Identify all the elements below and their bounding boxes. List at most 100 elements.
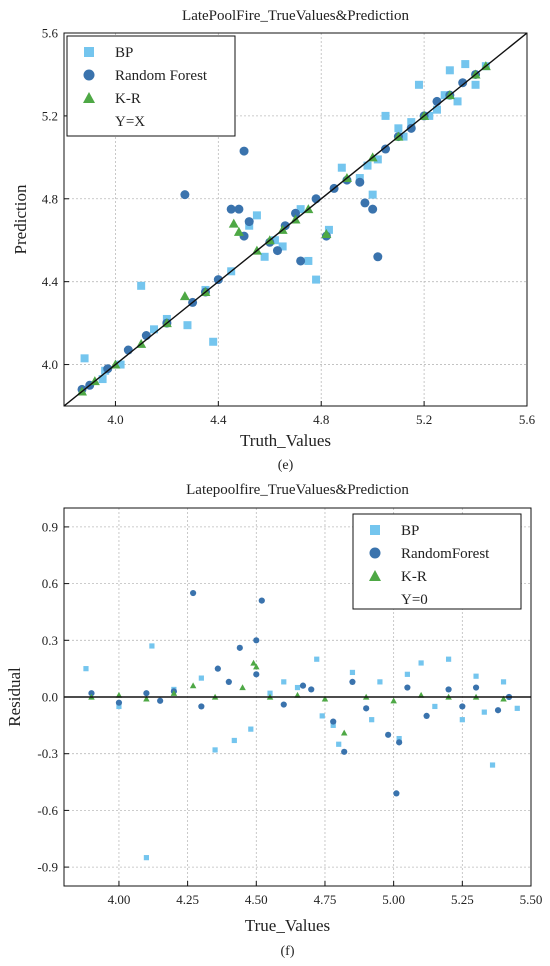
data-point-bp xyxy=(312,275,321,284)
chart-f-x-axis-label: True_Values xyxy=(245,916,330,935)
chart-e-y-axis-label: Prediction xyxy=(11,184,30,254)
data-point-bp xyxy=(116,703,122,710)
data-point-bp xyxy=(80,354,89,363)
data-point-k-r xyxy=(115,691,123,698)
data-point-random-forest xyxy=(272,246,282,256)
data-point-k-r xyxy=(321,229,332,239)
data-point-k-r xyxy=(233,226,244,236)
data-point-random-forest xyxy=(226,204,236,214)
data-point-bp xyxy=(149,643,155,649)
data-point-bp xyxy=(363,161,372,170)
data-point-bp xyxy=(231,737,237,744)
data-point-bp xyxy=(440,91,449,100)
data-point-bp xyxy=(381,111,390,120)
data-point-random-forest xyxy=(236,644,243,651)
chart-e-plot-frame xyxy=(63,32,528,407)
data-point-bp xyxy=(319,713,325,719)
data-point-bp xyxy=(369,717,375,723)
data-point-random-forest xyxy=(363,705,370,712)
data-point-bp xyxy=(404,671,410,677)
data-point-random-forest xyxy=(253,637,260,644)
data-point-random-forest xyxy=(198,703,205,710)
data-point-bp xyxy=(281,679,287,685)
data-point-random-forest xyxy=(368,204,378,214)
y-tick-label: 0.9 xyxy=(42,519,58,534)
data-point-random-forest xyxy=(406,123,416,133)
data-point-random-forest xyxy=(349,678,356,685)
legend-swatch-triangle xyxy=(83,92,95,103)
x-tick-label: 4.8 xyxy=(313,412,329,427)
data-point-bp xyxy=(260,252,269,261)
x-tick-label: 4.4 xyxy=(210,412,227,427)
data-point-random-forest xyxy=(225,678,232,685)
data-point-random-forest xyxy=(330,718,337,725)
data-point-k-r xyxy=(170,689,178,696)
y-tick-label: 0.3 xyxy=(42,633,58,648)
legend-label: Random Forest xyxy=(115,68,208,84)
chart-e-title: LatePoolFire_TrueValues&Prediction xyxy=(182,8,409,24)
data-point-bp xyxy=(212,747,218,753)
data-point-k-r xyxy=(500,695,507,702)
legend-label: Y=X xyxy=(115,114,145,130)
legend-swatch-circle xyxy=(83,69,95,81)
data-point-bp xyxy=(399,132,408,141)
data-point-bp xyxy=(377,679,383,685)
data-point-bp xyxy=(304,256,313,265)
data-point-random-forest xyxy=(432,96,442,106)
data-point-k-r xyxy=(143,695,150,702)
chart-f-caption: (f) xyxy=(281,944,295,959)
data-point-bp xyxy=(252,211,261,220)
data-point-random-forest xyxy=(355,177,365,187)
y-tick-label: -0.6 xyxy=(37,803,58,818)
data-point-bp xyxy=(432,105,441,114)
chart-f-legend: BP RandomForest K-R Y=0 xyxy=(352,513,522,610)
chart-f-title: Latepoolfire_TrueValues&Prediction xyxy=(186,482,409,498)
data-point-random-forest xyxy=(253,671,260,678)
chart-f-series-randomforest xyxy=(88,589,513,797)
data-point-random-forest xyxy=(393,790,400,797)
data-point-random-forest xyxy=(494,707,502,714)
data-point-k-r xyxy=(417,691,425,698)
x-tick-label: 5.50 xyxy=(520,892,543,907)
data-point-bp xyxy=(461,60,470,69)
y-tick-label: 0.0 xyxy=(42,690,58,705)
data-point-bp xyxy=(432,703,438,710)
data-point-bp xyxy=(459,717,465,723)
data-point-random-forest xyxy=(459,703,466,710)
legend-label: BP xyxy=(401,523,419,539)
data-point-k-r xyxy=(179,291,190,301)
chart-e: 4.0 4.4 4.8 5.2 5.6 4.0 4.4 4.8 5.2 5.6 LatePoolFi… xyxy=(11,8,536,473)
data-point-bp xyxy=(296,205,305,214)
data-point-random-forest xyxy=(234,204,244,214)
chart-e-legend-box xyxy=(66,35,236,137)
data-point-random-forest xyxy=(445,686,452,693)
y-tick-label: -0.9 xyxy=(37,860,58,875)
chart-e-plot-area xyxy=(64,33,527,406)
data-point-bp xyxy=(418,660,424,666)
y-tick-label: 0.6 xyxy=(42,576,59,591)
data-point-bp xyxy=(267,690,273,696)
y-tick-label: 5.2 xyxy=(42,108,58,123)
data-point-bp xyxy=(209,337,218,346)
data-point-bp xyxy=(414,80,423,89)
legend-label: Y=0 xyxy=(401,592,428,608)
data-point-random-forest xyxy=(88,690,95,697)
data-point-random-forest xyxy=(360,198,370,208)
data-point-bp xyxy=(116,360,125,369)
data-point-k-r xyxy=(390,697,397,704)
data-point-random-forest xyxy=(341,748,348,755)
chart-e-caption: (e) xyxy=(278,458,294,473)
data-point-bp xyxy=(143,855,150,861)
data-point-random-forest xyxy=(299,682,307,689)
data-point-random-forest xyxy=(244,217,254,227)
legend-label: RandomForest xyxy=(401,546,490,562)
legend-label: K-R xyxy=(401,569,427,585)
data-point-bp xyxy=(198,675,204,681)
legend-swatch-circle xyxy=(369,547,381,559)
chart-f-ticks: 4.00 4.25 4.50 4.75 5.00 5.25 5.50 0.9 0.6 0.3 0.0… xyxy=(37,519,542,907)
data-point-bp xyxy=(150,325,159,334)
data-point-bp xyxy=(183,321,192,330)
data-point-random-forest xyxy=(373,252,383,262)
x-tick-label: 4.0 xyxy=(107,412,123,427)
